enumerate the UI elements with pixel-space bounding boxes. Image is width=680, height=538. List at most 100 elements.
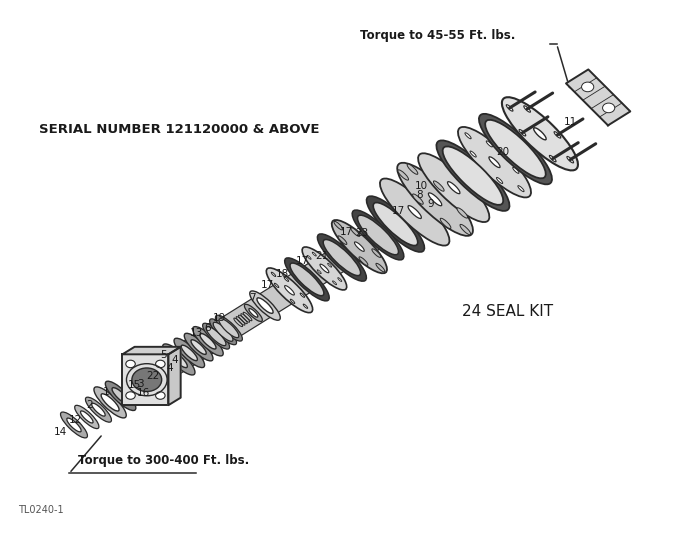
Ellipse shape bbox=[61, 412, 88, 438]
Ellipse shape bbox=[397, 163, 473, 236]
Text: 10: 10 bbox=[415, 181, 428, 191]
Ellipse shape bbox=[284, 286, 294, 295]
Ellipse shape bbox=[486, 141, 492, 147]
Ellipse shape bbox=[312, 252, 316, 256]
Ellipse shape bbox=[170, 351, 188, 367]
Text: 17: 17 bbox=[340, 226, 354, 237]
Ellipse shape bbox=[398, 170, 409, 180]
Polygon shape bbox=[566, 69, 630, 125]
Ellipse shape bbox=[203, 323, 230, 349]
Text: 3: 3 bbox=[137, 379, 143, 389]
Ellipse shape bbox=[317, 270, 321, 274]
Ellipse shape bbox=[192, 327, 223, 356]
Ellipse shape bbox=[271, 272, 276, 277]
Ellipse shape bbox=[307, 256, 311, 259]
Ellipse shape bbox=[358, 215, 398, 255]
Text: 11: 11 bbox=[564, 117, 577, 127]
Ellipse shape bbox=[257, 298, 273, 313]
Ellipse shape bbox=[489, 157, 500, 167]
Ellipse shape bbox=[367, 196, 424, 252]
Polygon shape bbox=[169, 347, 181, 405]
Bar bbox=[122, 355, 169, 405]
Ellipse shape bbox=[250, 291, 280, 320]
Text: 18: 18 bbox=[276, 270, 289, 279]
Ellipse shape bbox=[214, 322, 233, 341]
Ellipse shape bbox=[284, 277, 288, 281]
Ellipse shape bbox=[338, 278, 342, 281]
Ellipse shape bbox=[184, 333, 213, 361]
Ellipse shape bbox=[433, 181, 444, 191]
Ellipse shape bbox=[407, 164, 418, 174]
Ellipse shape bbox=[323, 239, 360, 275]
Ellipse shape bbox=[290, 263, 324, 296]
Text: 21: 21 bbox=[315, 251, 328, 260]
Ellipse shape bbox=[518, 186, 524, 192]
Ellipse shape bbox=[354, 242, 364, 251]
Ellipse shape bbox=[524, 106, 530, 112]
Ellipse shape bbox=[105, 381, 136, 410]
Ellipse shape bbox=[318, 234, 367, 281]
Text: 6: 6 bbox=[204, 323, 211, 333]
Ellipse shape bbox=[359, 257, 368, 265]
Text: Torque to 300-400 Ft. lbs.: Torque to 300-400 Ft. lbs. bbox=[78, 454, 249, 467]
Ellipse shape bbox=[376, 263, 385, 272]
Ellipse shape bbox=[418, 153, 490, 222]
Ellipse shape bbox=[437, 140, 509, 211]
Ellipse shape bbox=[80, 411, 93, 423]
Ellipse shape bbox=[408, 206, 422, 218]
Ellipse shape bbox=[274, 283, 279, 287]
Ellipse shape bbox=[174, 338, 205, 367]
Ellipse shape bbox=[519, 130, 526, 136]
Text: 4: 4 bbox=[166, 363, 173, 373]
Text: 8: 8 bbox=[417, 190, 423, 200]
Ellipse shape bbox=[206, 327, 226, 345]
Circle shape bbox=[156, 392, 165, 399]
Ellipse shape bbox=[567, 157, 573, 163]
Text: 16: 16 bbox=[137, 388, 150, 398]
Text: 24 SEAL KIT: 24 SEAL KIT bbox=[462, 305, 553, 320]
Ellipse shape bbox=[163, 344, 195, 375]
Ellipse shape bbox=[86, 397, 112, 422]
Text: 14: 14 bbox=[54, 427, 67, 437]
Ellipse shape bbox=[338, 236, 347, 244]
Ellipse shape bbox=[380, 179, 449, 245]
Text: 9: 9 bbox=[428, 199, 434, 209]
Ellipse shape bbox=[549, 155, 556, 162]
Ellipse shape bbox=[457, 208, 468, 218]
Ellipse shape bbox=[216, 315, 242, 341]
Ellipse shape bbox=[219, 318, 239, 338]
Ellipse shape bbox=[101, 394, 119, 411]
Ellipse shape bbox=[320, 264, 329, 273]
Ellipse shape bbox=[112, 388, 129, 404]
Text: 1: 1 bbox=[103, 387, 109, 397]
Ellipse shape bbox=[485, 120, 546, 178]
Ellipse shape bbox=[506, 105, 513, 111]
Ellipse shape bbox=[285, 258, 329, 301]
Ellipse shape bbox=[352, 210, 404, 260]
Text: 19: 19 bbox=[213, 313, 226, 323]
Ellipse shape bbox=[75, 405, 99, 429]
Ellipse shape bbox=[333, 281, 337, 285]
Ellipse shape bbox=[554, 132, 561, 138]
Ellipse shape bbox=[372, 249, 381, 257]
Circle shape bbox=[132, 368, 162, 392]
Ellipse shape bbox=[303, 304, 307, 308]
Ellipse shape bbox=[428, 193, 442, 206]
Ellipse shape bbox=[94, 387, 126, 418]
Ellipse shape bbox=[496, 178, 503, 183]
Polygon shape bbox=[146, 197, 432, 383]
Text: SERIAL NUMBER 121120000 & ABOVE: SERIAL NUMBER 121120000 & ABOVE bbox=[39, 123, 319, 136]
Text: 12: 12 bbox=[69, 415, 82, 425]
Text: 23: 23 bbox=[356, 228, 369, 238]
Ellipse shape bbox=[447, 182, 460, 194]
Circle shape bbox=[581, 82, 594, 91]
Ellipse shape bbox=[440, 218, 451, 229]
Ellipse shape bbox=[267, 268, 313, 313]
Ellipse shape bbox=[465, 133, 471, 139]
Ellipse shape bbox=[458, 127, 531, 197]
Ellipse shape bbox=[200, 334, 216, 349]
Ellipse shape bbox=[332, 220, 387, 273]
Ellipse shape bbox=[244, 304, 262, 322]
Ellipse shape bbox=[209, 319, 237, 345]
Text: Torque to 45-55 Ft. lbs.: Torque to 45-55 Ft. lbs. bbox=[360, 29, 515, 41]
